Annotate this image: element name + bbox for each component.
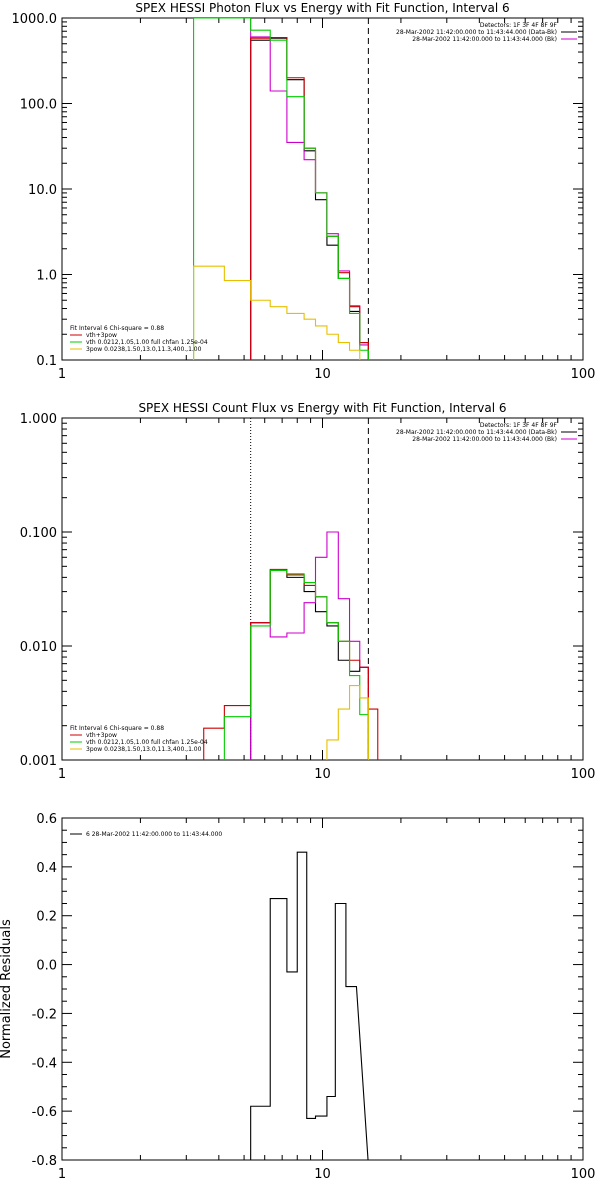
x-tick-label: 10 — [314, 767, 331, 782]
chart-title: SPEX HESSI Photon Flux vs Energy with Fi… — [135, 1, 509, 15]
info-line: Detectors: 1F 3F 4F 8F 9F — [480, 22, 558, 29]
plot-frame — [61, 17, 584, 361]
y-tick-label: 100.0 — [20, 98, 57, 113]
y-tick-label: 1.000 — [20, 412, 57, 427]
y-tick-label: 0.0 — [36, 959, 57, 974]
y-tick-label: -0.4 — [32, 1056, 57, 1071]
series-vth-histogram — [223, 569, 369, 760]
data-area — [203, 418, 379, 760]
y-tick-label: 1.0 — [36, 269, 57, 284]
legend-title: Fit Interval 6 Chi-square = 0.88 — [70, 325, 164, 332]
legend-entry: vth 0.0212,1.05,1.00 full chfan 1.25e-04 — [86, 339, 208, 346]
y-axis-label: Normalized Residuals — [0, 919, 14, 1059]
legend-entry: 3pow 0.0238,1.50,13.0,11.3,400.,1.00 — [86, 746, 202, 753]
y-tick-label: -0.8 — [32, 1154, 57, 1169]
series-residuals-histogram — [250, 851, 369, 1160]
y-tick-label: -0.6 — [32, 1105, 57, 1120]
x-tick-label: 1 — [58, 1167, 66, 1182]
series-vth+3pow-histogram — [203, 568, 379, 760]
legend-title: Fit Interval 6 Chi-square = 0.88 — [70, 725, 164, 732]
info-line: 28-Mar-2002 11:42:00.000 to 11:43:44.000… — [396, 429, 557, 436]
x-tick-label: 100 — [571, 367, 596, 382]
chart-title: SPEX HESSI Count Flux vs Energy with Fit… — [138, 401, 506, 415]
legend-entry: 3pow 0.0238,1.50,13.0,11.3,400.,1.00 — [86, 346, 202, 353]
x-tick-label: 10 — [314, 1167, 331, 1182]
plot-frame — [61, 817, 584, 1161]
plot-frame — [61, 417, 584, 761]
legend-entry: 6 28-Mar-2002 11:42:00.000 to 11:43:44.0… — [86, 831, 222, 838]
y-tick-label: 1000.0 — [12, 12, 58, 27]
panel-1: SPEX HESSI Photon Flux vs Energy with Fi… — [12, 1, 596, 382]
series-3pow-histogram — [193, 265, 361, 360]
series-data-histogram — [250, 569, 369, 760]
x-tick-label: 10 — [314, 367, 331, 382]
series-background-histogram — [250, 531, 369, 760]
panel-3: 1 10 100 -0.8 -0.6 -0.4 -0.2 0.0 0.2 0.4 0.6 Normal… — [0, 812, 595, 1182]
info-line: 28-Mar-2002 11:42:00.000 to 11:43:44.000… — [396, 29, 557, 36]
legend-entry: vth+3pow — [86, 732, 117, 739]
series-3pow-histogram — [326, 684, 369, 760]
legend-entry: vth+3pow — [86, 332, 117, 339]
info-line: Detectors: 1F 3F 4F 8F 9F — [480, 422, 558, 429]
x-tick-label: 100 — [571, 1167, 596, 1182]
x-tick-label: 100 — [571, 767, 596, 782]
legend-entry: vth 0.0212,1.05,1.00 full chfan 1.25e-04 — [86, 739, 208, 746]
series-background-histogram — [250, 36, 369, 360]
info-line: 28-Mar-2002 11:42:00.000 to 11:43:44.000… — [412, 36, 557, 43]
info-line: 28-Mar-2002 11:42:00.000 to 11:43:44.000… — [412, 436, 557, 443]
y-tick-label: 0.001 — [20, 754, 57, 769]
y-tick-label: -0.2 — [32, 1007, 57, 1022]
data-area — [193, 18, 369, 360]
data-area — [250, 851, 369, 1160]
y-tick-label: 10.0 — [28, 183, 57, 198]
x-tick-label: 1 — [58, 767, 66, 782]
y-tick-label: 0.1 — [36, 354, 57, 369]
y-tick-label: 0.100 — [20, 526, 57, 541]
x-tick-label: 1 — [58, 367, 66, 382]
y-tick-label: 0.6 — [36, 812, 57, 827]
series-vth+3pow-histogram — [250, 37, 369, 360]
y-tick-label: 0.4 — [36, 861, 57, 876]
y-tick-label: 0.010 — [20, 640, 57, 655]
panel-2: SPEX HESSI Count Flux vs Energy with Fit… — [20, 401, 596, 782]
y-tick-label: 0.2 — [36, 910, 57, 925]
series-vth-histogram — [193, 18, 369, 360]
series-data-histogram — [250, 37, 369, 360]
